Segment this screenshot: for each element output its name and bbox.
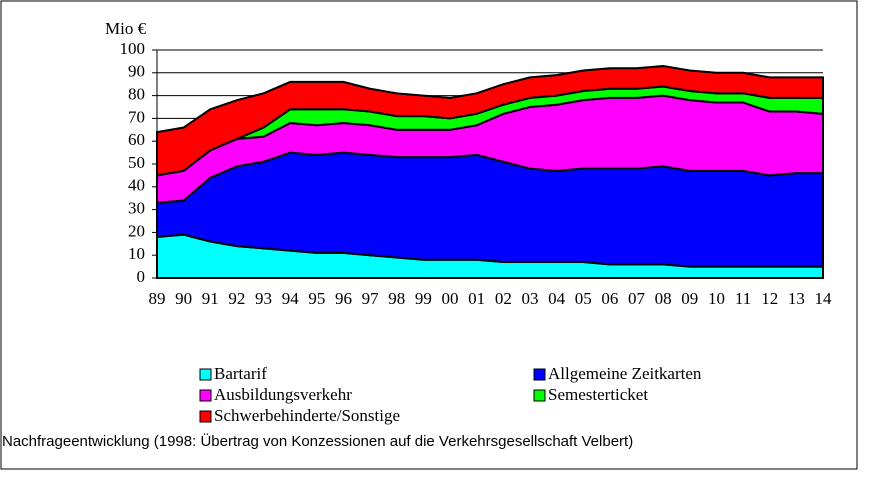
legend-swatch [199,410,212,423]
x-tick-label: 99 [415,289,432,308]
x-tick-label: 07 [628,289,646,308]
x-tick-label: 90 [175,289,192,308]
x-tick-label: 92 [228,289,245,308]
y-tick-label: 30 [128,199,145,218]
x-tick-label: 91 [202,289,219,308]
y-tick-label: 40 [128,176,145,195]
y-tick-label: 0 [137,267,146,286]
legend-label: Semesterticket [548,385,648,404]
x-tick-label: 02 [495,289,512,308]
x-tick-label: 14 [815,289,833,308]
y-tick-label: 100 [120,39,146,58]
caption: Nachfrageentwicklung (1998: Übertrag von… [2,432,633,450]
frame [0,0,858,470]
legend-swatch [533,389,546,402]
x-tick-label: 98 [388,289,405,308]
x-tick-label: 05 [575,289,592,308]
y-tick-label: 70 [128,107,145,126]
legend-swatch [199,368,212,381]
x-tick-label: 00 [442,289,459,308]
x-tick-label: 96 [335,289,352,308]
x-tick-label: 04 [548,289,566,308]
y-tick-label: 80 [128,85,145,104]
x-tick-label: 94 [282,289,300,308]
y-tick-label: 90 [128,62,145,81]
legend-label: Schwerbehinderte/Sonstige [214,406,400,425]
x-tick-label: 95 [308,289,325,308]
x-tick-label: 06 [601,289,618,308]
y-axis-label: Mio € [105,19,147,38]
x-tick-label: 12 [761,289,778,308]
x-tick-label: 93 [255,289,272,308]
legend-label: Ausbildungsverkehr [214,385,352,404]
legend-swatch [533,368,546,381]
legend-label: Allgemeine Zeitkarten [548,364,702,383]
y-tick-label: 10 [128,244,145,263]
x-tick-label: 11 [735,289,751,308]
x-tick-label: 13 [788,289,805,308]
legend-swatch [199,389,212,402]
y-tick-label: 50 [128,153,145,172]
area [156,64,824,177]
y-tick-label: 60 [128,130,145,149]
x-tick-label: 97 [362,289,380,308]
y-tick-label: 20 [128,221,145,240]
x-tick-label: 03 [521,289,538,308]
x-tick-label: 08 [655,289,672,308]
x-tick-label: 01 [468,289,485,308]
legend-label: Bartarif [214,364,267,383]
x-tick-label: 09 [681,289,698,308]
x-tick-label: 89 [149,289,166,308]
x-tick-label: 10 [708,289,725,308]
